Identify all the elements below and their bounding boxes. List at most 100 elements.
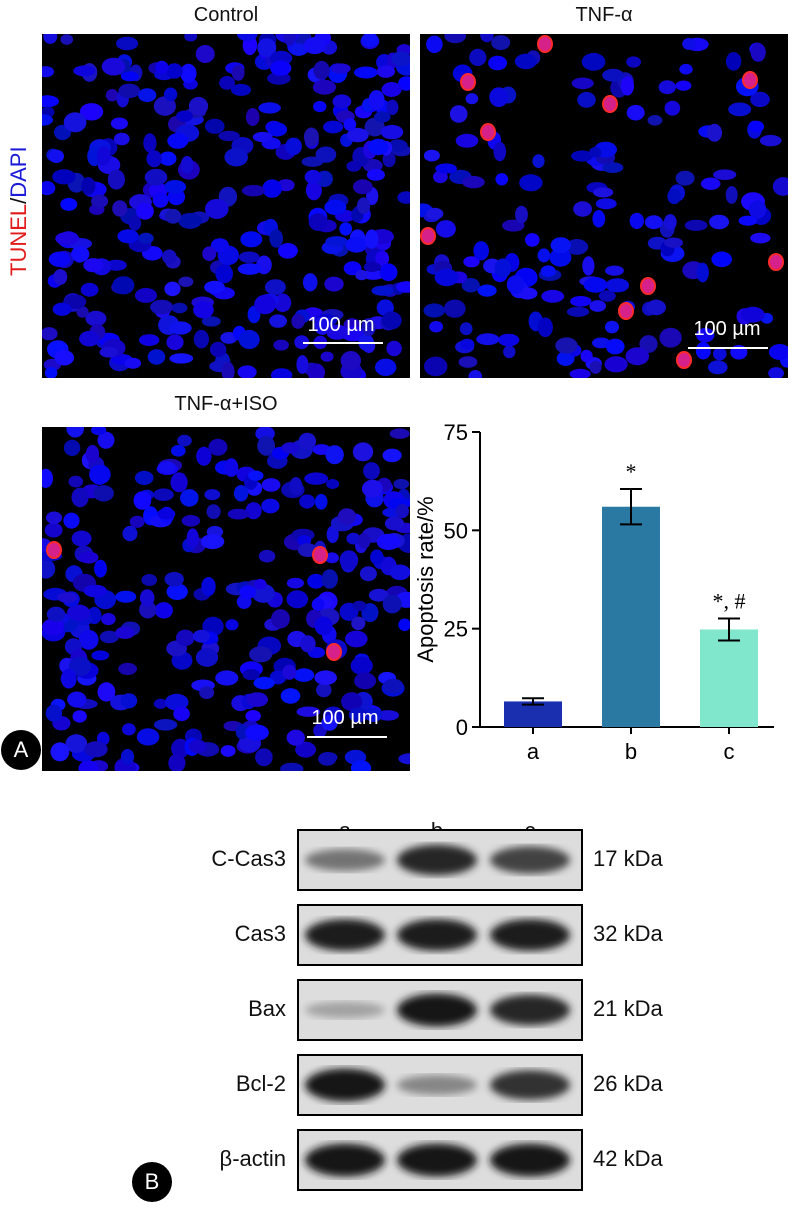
nucleus: [285, 137, 302, 156]
nucleus: [647, 115, 663, 126]
scale-label-control: 100 µm: [307, 314, 375, 336]
nucleus: [345, 237, 368, 253]
nucleus: [168, 753, 186, 771]
nucleus: [375, 358, 397, 376]
nucleus: [368, 90, 385, 110]
nucleus: [395, 504, 409, 519]
nucleus: [227, 508, 250, 520]
nucleus: [366, 169, 385, 181]
nucleus: [537, 317, 553, 338]
nucleus: [307, 363, 325, 378]
y-tick-label: 0: [456, 715, 468, 740]
blot-band: [305, 919, 385, 951]
nucleus: [675, 80, 692, 91]
nucleus: [124, 357, 142, 369]
nucleus: [605, 278, 630, 293]
nucleus: [389, 428, 410, 439]
nucleus: [96, 146, 111, 166]
nucleus: [282, 664, 297, 680]
nucleus: [339, 550, 359, 571]
nucleus: [549, 248, 572, 267]
nucleus: [462, 175, 485, 189]
nucleus: [382, 678, 404, 694]
nucleus: [326, 525, 339, 544]
nucleus: [112, 276, 135, 295]
nucleus: [110, 117, 128, 130]
nucleus: [532, 154, 545, 168]
nucleus: [381, 82, 402, 97]
nucleus: [311, 598, 325, 612]
panel-b-badge: B: [132, 1162, 172, 1202]
nucleus: [83, 258, 104, 273]
nucleus: [696, 262, 709, 283]
nucleus: [184, 34, 198, 42]
nucleus: [78, 551, 99, 564]
nucleus: [153, 698, 168, 709]
nucleus: [258, 102, 281, 114]
nucleus: [71, 246, 90, 263]
nucleus: [455, 133, 479, 148]
nucleus: [741, 306, 765, 323]
nucleus: [91, 194, 109, 208]
nucleus: [204, 280, 225, 294]
nucleus: [192, 629, 210, 643]
nucleus: [115, 626, 135, 639]
nucleus: [706, 123, 723, 142]
nucleus: [258, 549, 276, 563]
nucleus: [170, 472, 188, 493]
nucleus: [555, 337, 578, 354]
nucleus: [93, 485, 114, 502]
nucleus: [605, 338, 625, 355]
nucleus: [459, 338, 475, 350]
nucleus: [63, 439, 81, 456]
nucleus: [750, 91, 770, 108]
nucleus: [713, 169, 737, 180]
nucleus: [155, 60, 169, 74]
nucleus: [458, 356, 478, 368]
nucleus: [57, 592, 78, 603]
nucleus: [768, 367, 784, 378]
nucleus: [136, 728, 160, 746]
nucleus: [245, 108, 260, 126]
nucleus: [208, 438, 228, 456]
nucleus: [45, 511, 63, 525]
bar-c: [700, 629, 758, 727]
nucleus: [254, 578, 267, 590]
nucleus: [139, 334, 160, 346]
nucleus: [362, 269, 385, 280]
nucleus: [144, 168, 168, 186]
nucleus: [45, 704, 63, 722]
nucleus: [749, 120, 764, 133]
nucleus: [583, 277, 608, 293]
nucleus: [675, 170, 695, 186]
nucleus: [113, 132, 130, 146]
nucleus: [262, 179, 282, 198]
nucleus: [684, 219, 708, 231]
nucleus: [257, 38, 277, 57]
nucleus: [270, 368, 293, 378]
nucleus: [237, 263, 262, 275]
tunel-positive-cell: [676, 351, 692, 369]
nucleus: [343, 118, 357, 131]
nucleus: [382, 594, 402, 614]
nucleus: [299, 494, 315, 509]
nucleus: [377, 710, 400, 721]
nucleus: [193, 329, 209, 349]
y-tick-label: 75: [444, 420, 468, 445]
nucleus: [60, 197, 78, 211]
nucleus: [237, 365, 257, 378]
nucleus: [220, 745, 236, 757]
nucleus: [138, 88, 157, 102]
nucleus: [595, 198, 617, 210]
scale-bar-tnf-iso: [307, 736, 387, 738]
nucleus: [664, 100, 681, 116]
nucleus: [107, 169, 125, 190]
nucleus: [357, 532, 371, 549]
blot-band: [305, 1001, 385, 1019]
nucleus: [122, 723, 136, 736]
blot-band: [490, 1070, 570, 1100]
nucleus: [205, 198, 229, 219]
nucleus: [679, 63, 693, 75]
micrograph-control: [42, 34, 410, 378]
nucleus: [163, 87, 178, 102]
